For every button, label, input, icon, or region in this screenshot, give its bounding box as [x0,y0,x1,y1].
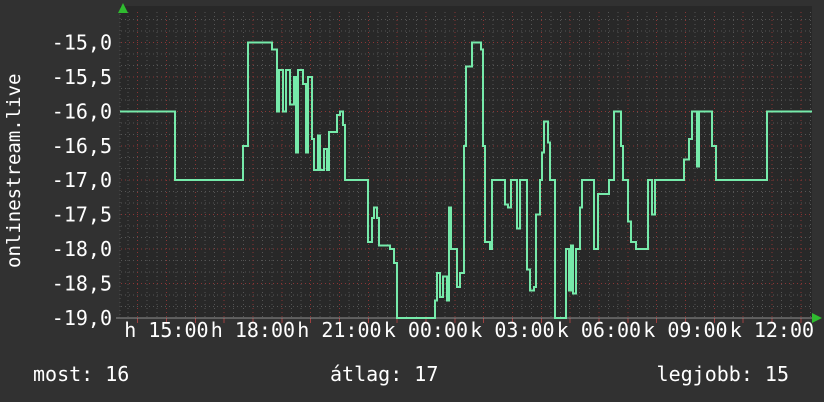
x-axis-arrow-icon [812,313,822,323]
x-tick-label: k 03:00 [470,318,554,342]
y-tick-label: -17,0 [52,168,112,192]
y-tick-label: -19,0 [52,306,112,330]
x-tick-label: k 12:00 [730,318,814,342]
stat-best-space [753,362,765,386]
stat-best-value: 15 [764,362,789,386]
y-tick-label: -18,0 [52,237,112,261]
y-tick-label: -16,5 [52,134,112,158]
y-tick-label: -17,5 [52,203,112,227]
y-tick-label: -16,0 [52,99,112,123]
y-tick-label: -18,5 [52,271,112,295]
stat-now-space [93,362,105,386]
x-tick-label: h 15:00 [124,318,208,342]
x-tick-label: k 06:00 [557,318,641,342]
x-tick-label: k 00:00 [384,318,468,342]
y-axis-arrow-icon [118,3,128,13]
stat-now: most: 16 [33,362,129,386]
stat-best: legjobb: 15 [657,362,789,386]
chart-title-vertical: onlinestream.live [3,73,25,269]
stat-average-value: 17 [414,362,439,386]
y-tick-label: -15,5 [52,65,112,89]
stat-now-label: most: [33,362,94,386]
x-tick-label: h 21:00 [297,318,381,342]
stat-best-label: legjobb: [656,362,753,386]
stat-average: átlag: 17 [330,362,438,386]
x-tick-label: h 18:00 [211,318,295,342]
data-line [120,41,812,319]
stat-average-label: átlag: [330,362,403,386]
y-tick-label: -15,0 [52,31,112,55]
stat-now-value: 16 [105,362,130,386]
x-tick-label: k 09:00 [643,318,727,342]
stat-avg-space [402,362,414,386]
